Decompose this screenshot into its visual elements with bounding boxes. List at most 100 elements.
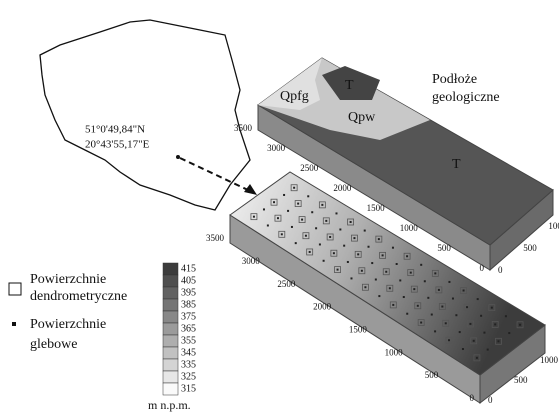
plot-dot: [476, 357, 478, 359]
legend-label: Powierzchnie: [30, 272, 106, 287]
plot-dot: [297, 203, 299, 205]
plot-dot: [441, 306, 443, 308]
plot-dot: [307, 195, 309, 197]
axis-label: 500: [523, 243, 537, 253]
plot-dot: [445, 322, 447, 324]
plot-dot: [350, 277, 352, 279]
plot-dot: [353, 237, 355, 239]
scale-cell: [163, 311, 178, 323]
plot-dot: [364, 230, 366, 232]
plot-dot: [357, 253, 359, 255]
plot-dot: [382, 254, 384, 256]
plot-dot: [287, 210, 289, 212]
scale-unit: m n.p.m.: [148, 398, 191, 412]
scale-cell: [163, 347, 178, 359]
scale-label: 405: [181, 275, 196, 286]
plot-dot: [431, 314, 433, 316]
plot-dot: [491, 307, 493, 309]
plot-dot: [413, 288, 415, 290]
plot-dot: [277, 217, 279, 219]
plot-dot: [424, 280, 426, 282]
block-title: geologiczne: [432, 90, 500, 105]
plot-dot: [505, 315, 507, 317]
legend-label: glebowe: [30, 337, 77, 352]
plot-dot: [410, 272, 412, 274]
plot-dot: [396, 263, 398, 265]
plot-dot: [267, 224, 269, 226]
legend-square: [9, 283, 21, 295]
plot-dot: [463, 290, 465, 292]
scale-label: 345: [181, 347, 196, 358]
plot-dot: [291, 226, 293, 228]
plot-dot: [459, 331, 461, 333]
scale-cell: [163, 299, 178, 311]
axis-label: 2500: [300, 163, 319, 173]
plot-dot: [361, 270, 363, 272]
axis-label: 0: [488, 395, 493, 405]
plot-dot: [293, 187, 295, 189]
plot-dot: [364, 286, 366, 288]
zone-label: T: [452, 157, 461, 172]
scale-cell: [163, 287, 178, 299]
axis-label: 3500: [234, 123, 253, 133]
plot-dot: [469, 323, 471, 325]
plot-dot: [483, 332, 485, 334]
axis-label: 500: [514, 375, 528, 385]
plot-dot: [487, 349, 489, 351]
axis-label: 1000: [540, 355, 559, 365]
plot-dot: [473, 340, 475, 342]
plot-dot: [434, 272, 436, 274]
scale-cell: [163, 383, 178, 395]
plot-dot: [385, 271, 387, 273]
plot-dot: [448, 339, 450, 341]
plot-dot: [311, 211, 313, 213]
plot-dot: [494, 323, 496, 325]
plot-dot: [323, 260, 325, 262]
plot-dot: [403, 296, 405, 298]
axis-label: 0: [480, 263, 485, 273]
plot-dot: [455, 314, 457, 316]
plot-dot: [337, 269, 339, 271]
plot-dot: [466, 306, 468, 308]
scale-label: 365: [181, 323, 196, 334]
axis-label: 3500: [206, 233, 225, 243]
plot-dot: [392, 304, 394, 306]
plot-dot: [319, 243, 321, 245]
scale-label: 325: [181, 371, 196, 382]
plot-dot: [339, 228, 341, 230]
arrow-head: [244, 184, 257, 195]
plot-dot: [350, 221, 352, 223]
axis-label: 1500: [349, 324, 368, 334]
axis-label: 2500: [277, 279, 296, 289]
scale-cell: [163, 371, 178, 383]
plot-dot: [321, 204, 323, 206]
scale-cell: [163, 263, 178, 275]
figure: 51°0'49,84"N 20°43'55,17"E Qpfg T Qpw T …: [0, 0, 559, 413]
plot-dot: [406, 313, 408, 315]
plot-dot: [519, 324, 521, 326]
plot-dot: [325, 220, 327, 222]
plot-dot: [347, 261, 349, 263]
axis-label: 1000: [385, 347, 404, 357]
legend-label: dendrometryczne: [30, 289, 127, 304]
plot-dot: [497, 340, 499, 342]
axis-label: 1000: [548, 221, 559, 231]
plot-dot: [263, 208, 265, 210]
plot-dot: [378, 238, 380, 240]
plot-dot: [329, 236, 331, 238]
plot-dot: [283, 194, 285, 196]
latitude: 51°0'49,84"N: [85, 124, 145, 136]
plot-dot: [335, 212, 337, 214]
zone-label: Qpw: [348, 110, 376, 125]
plot-dot: [273, 201, 275, 203]
plot-dot: [301, 219, 303, 221]
plot-dot: [406, 255, 408, 257]
plot-dot: [417, 305, 419, 307]
plot-dot: [480, 315, 482, 317]
scale-cell: [163, 359, 178, 371]
scale-label: 335: [181, 359, 196, 370]
plot-dot: [253, 216, 255, 218]
plot-dot: [462, 348, 464, 350]
plot-dot: [508, 332, 510, 334]
zone-label: Qpfg: [280, 89, 309, 104]
